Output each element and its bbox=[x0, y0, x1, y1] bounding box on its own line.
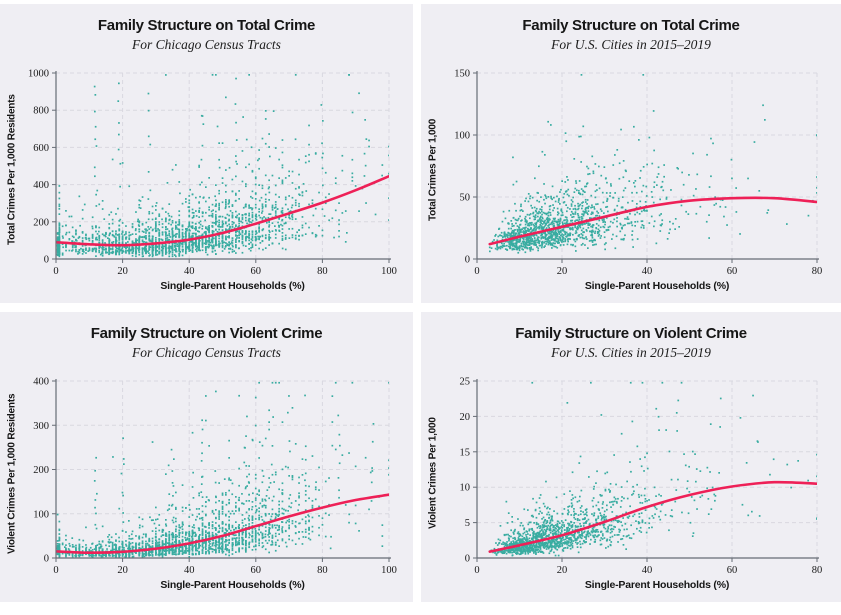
plot-area-wrapper: Violent Crimes Per 1,000 Residents 0 100 2… bbox=[0, 361, 413, 578]
x-axis-label: Single-Parent Households (%) bbox=[160, 280, 305, 292]
y-axis-label: Violent Crimes Per 1,000 bbox=[427, 417, 439, 530]
svg-text:800: 800 bbox=[33, 106, 49, 117]
plot-area-wrapper: Total Crimes Per 1,000 0 50 100 150 0 20 40 60 8… bbox=[421, 53, 841, 279]
chart-title: Family Structure on Total Crime bbox=[97, 17, 316, 34]
svg-text:20: 20 bbox=[117, 266, 128, 277]
chart-subtitle: For U.S. Cities in 2015–2019 bbox=[551, 345, 711, 360]
svg-text:50: 50 bbox=[460, 193, 471, 204]
y-axis-label: Total Crimes Per 1,000 Residents bbox=[6, 94, 18, 246]
chart-subtitle: For Chicago Census Tracts bbox=[132, 37, 281, 52]
svg-text:100: 100 bbox=[454, 131, 470, 142]
svg-text:600: 600 bbox=[33, 143, 49, 154]
svg-text:100: 100 bbox=[381, 266, 397, 277]
svg-text:0: 0 bbox=[53, 266, 58, 277]
chart-title: Family Structure on Violent Crime bbox=[90, 325, 323, 342]
svg-text:0: 0 bbox=[44, 255, 49, 266]
plot-area-wrapper: Total Crimes Per 1,000 Residents 0 200 400… bbox=[0, 53, 413, 279]
plot-area-wrapper: Violent Crimes Per 1,000 0 5 10 15 20 25 0 20 40… bbox=[421, 361, 841, 578]
svg-text:20: 20 bbox=[557, 266, 568, 277]
chart-subtitle: For U.S. Cities in 2015–2019 bbox=[551, 37, 711, 52]
chart-panel-cities-total: Family Structure on Total Crime For U.S.… bbox=[421, 4, 841, 303]
svg-text:60: 60 bbox=[727, 266, 738, 277]
chart-title: Family Structure on Total Crime bbox=[522, 17, 740, 34]
chart-panel-cities-violent: Family Structure on Violent Crime For U.… bbox=[421, 312, 841, 602]
chart-subtitle: For Chicago Census Tracts bbox=[132, 345, 281, 360]
svg-text:40: 40 bbox=[184, 266, 195, 277]
svg-text:0: 0 bbox=[465, 255, 470, 266]
svg-text:60: 60 bbox=[251, 266, 261, 277]
x-axis-label: Single-Parent Households (%) bbox=[584, 579, 730, 591]
svg-text:150: 150 bbox=[454, 69, 470, 80]
scatter-plot: 0 50 100 150 0 20 40 60 80 bbox=[454, 69, 823, 278]
svg-text:80: 80 bbox=[812, 266, 823, 277]
scatter-plot: 0 200 400 600 800 1000 0 20 40 60 80 100 bbox=[28, 69, 397, 278]
svg-text:1000: 1000 bbox=[28, 69, 49, 80]
x-axis-label: Single-Parent Households (%) bbox=[584, 280, 730, 292]
x-axis-label: Single-Parent Households (%) bbox=[160, 579, 305, 591]
svg-text:400: 400 bbox=[33, 180, 49, 191]
chart-panel-chicago-violent: Family Structure on Violent Crime For Ch… bbox=[0, 312, 413, 602]
chart-title: Family Structure on Violent Crime bbox=[515, 325, 747, 342]
svg-text:0: 0 bbox=[474, 266, 479, 277]
svg-text:40: 40 bbox=[642, 266, 653, 277]
y-axis-label: Violent Crimes Per 1,000 Residents bbox=[6, 393, 18, 554]
svg-text:200: 200 bbox=[33, 217, 49, 228]
chart-panel-chicago-total: Family Structure on Total Crime For Chic… bbox=[0, 4, 413, 303]
y-axis-label: Total Crimes Per 1,000 bbox=[427, 118, 439, 222]
svg-text:80: 80 bbox=[317, 266, 328, 277]
